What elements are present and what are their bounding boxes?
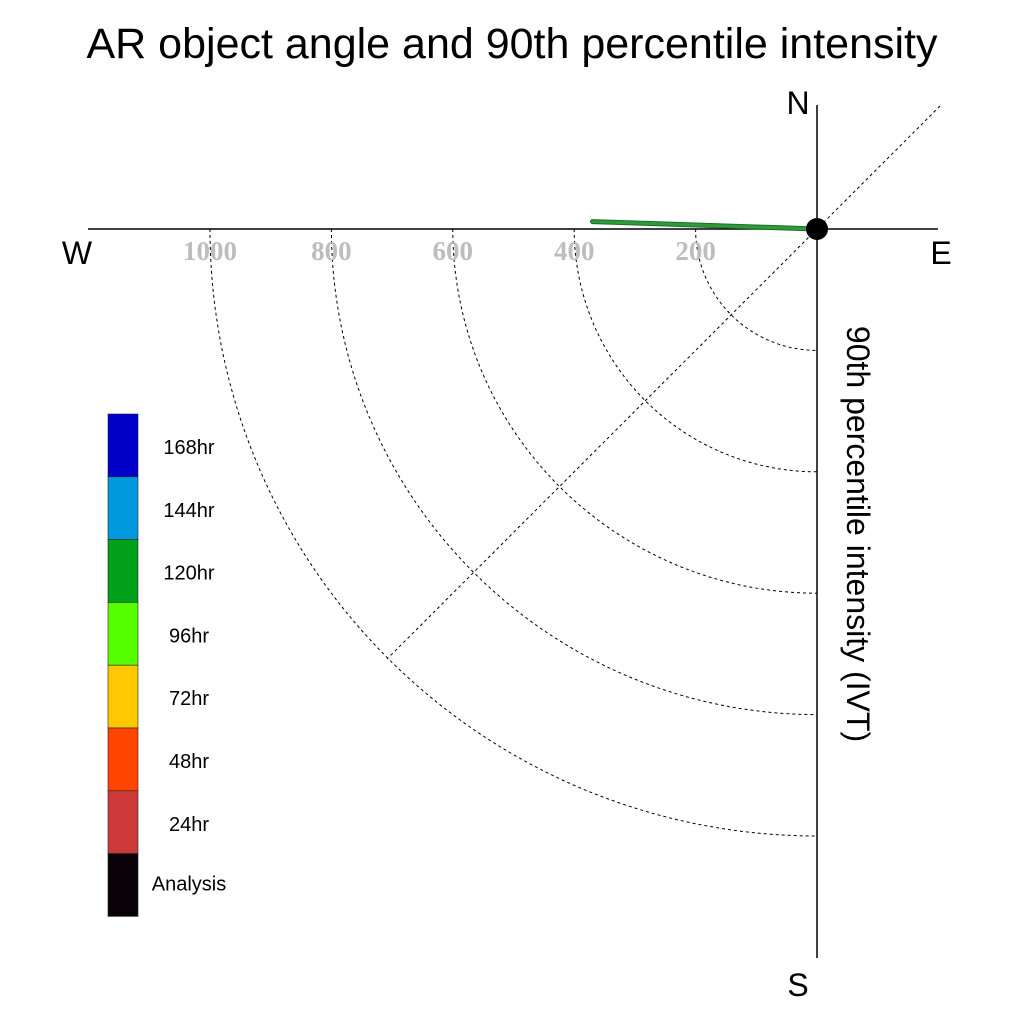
legend-label-72hr: 72hr	[169, 688, 209, 710]
legend-swatch-72hr	[107, 664, 139, 729]
ring-400	[573, 228, 818, 473]
direction-south: S	[787, 967, 808, 1003]
ring-600	[452, 228, 818, 594]
legend-swatch-48hr	[107, 727, 139, 792]
legend-label-analysis: Analysis	[152, 874, 226, 896]
direction-north: N	[786, 85, 809, 121]
ring-800	[330, 228, 818, 716]
tick-label-1000: 1000	[183, 236, 237, 266]
origin-marker	[806, 218, 828, 240]
legend-swatch-analysis	[107, 853, 139, 917]
chart-title: AR object angle and 90th percentile inte…	[87, 20, 938, 68]
legend-label-24hr: 24hr	[169, 814, 209, 836]
diagonal-45-line	[386, 105, 941, 660]
ring-200	[695, 228, 818, 351]
radial-tick-labels: 200 400 600 800 1000	[183, 236, 716, 266]
direction-west: W	[62, 235, 93, 271]
legend-swatch-120hr	[107, 539, 139, 603]
legend-swatch-96hr	[107, 602, 139, 666]
legend-label-96hr: 96hr	[169, 625, 209, 647]
direction-east: E	[930, 235, 951, 271]
legend-swatch-144hr	[107, 476, 139, 540]
legend-label-144hr: 144hr	[163, 500, 214, 522]
tick-label-400: 400	[554, 236, 595, 266]
tick-label-800: 800	[311, 236, 352, 266]
track	[590, 218, 828, 240]
radial-axis-label: 90th percentile intensity (IVT)	[840, 326, 876, 742]
legend-swatch-24hr	[107, 790, 139, 854]
legend-label-48hr: 48hr	[169, 751, 209, 773]
tick-label-200: 200	[675, 236, 716, 266]
track-line	[591, 220, 819, 231]
tick-label-600: 600	[433, 236, 474, 266]
legend-swatch-168hr	[107, 413, 139, 478]
legend: 168hr 144hr 120hr 96hr 72hr 48hr 24hr Analysis	[107, 413, 226, 917]
legend-label-120hr: 120hr	[163, 563, 214, 585]
legend-label-168hr: 168hr	[163, 437, 214, 459]
